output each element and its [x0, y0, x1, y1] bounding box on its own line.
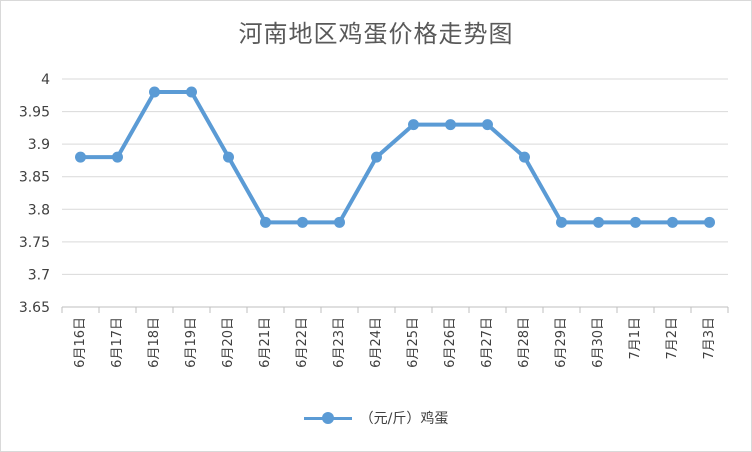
- x-tick-label: 7月2日: [665, 317, 680, 360]
- x-tick-label: 7月3日: [702, 317, 717, 360]
- x-tick-label: 6月17日: [110, 317, 125, 368]
- x-tick-label: 6月26日: [443, 317, 458, 368]
- y-tick-label: 3.75: [19, 235, 50, 251]
- y-tick-label: 3.8: [28, 202, 50, 218]
- data-point: [445, 119, 456, 131]
- x-tick-label: 6月28日: [517, 317, 532, 368]
- legend: （元/斤）鸡蛋: [0, 408, 752, 428]
- series-points: [75, 86, 715, 228]
- data-point: [334, 216, 345, 228]
- legend-label: （元/斤）鸡蛋: [359, 411, 449, 427]
- data-point: [371, 151, 382, 163]
- x-tick-label: 6月21日: [258, 317, 273, 368]
- data-point: [260, 216, 271, 228]
- data-point: [593, 216, 604, 228]
- series-line-path: [80, 90, 710, 225]
- data-point: [667, 216, 678, 228]
- x-tick-label: 6月22日: [295, 317, 310, 368]
- series-line: [80, 90, 710, 225]
- legend-marker: [303, 412, 352, 424]
- data-point: [482, 119, 493, 131]
- data-point: [556, 216, 567, 228]
- x-axis: [61, 306, 729, 313]
- x-tick-label: 6月20日: [221, 317, 236, 368]
- data-point: [75, 151, 86, 163]
- data-point: [519, 151, 530, 163]
- x-tick-label: 6月19日: [184, 317, 199, 368]
- data-point: [186, 86, 197, 98]
- y-tick-label: 3.7: [28, 267, 50, 283]
- y-tick-label: 3.85: [19, 170, 50, 186]
- y-tick-label: 3.65: [19, 300, 50, 316]
- x-tick-label: 6月27日: [480, 317, 495, 368]
- y-axis-ticks: 3.65 3.7 3.75 3.8 3.85 3.9 3.95 4: [19, 72, 50, 316]
- y-tick-label: 3.95: [19, 105, 50, 121]
- x-tick-label: 6月30日: [591, 317, 606, 368]
- data-point: [297, 216, 308, 228]
- gridlines: [62, 78, 728, 308]
- x-tick-label: 6月25日: [406, 317, 421, 368]
- data-point: [223, 151, 234, 163]
- x-tick-label: 7月1日: [628, 317, 643, 360]
- data-point: [630, 216, 641, 228]
- data-point: [112, 151, 123, 163]
- x-tick-label: 6月24日: [369, 317, 384, 368]
- y-tick-label: 3.9: [28, 137, 50, 153]
- x-tick-label: 6月16日: [73, 317, 88, 368]
- data-point: [408, 119, 419, 131]
- x-tick-label: 6月23日: [332, 317, 347, 368]
- x-tick-label: 6月29日: [554, 317, 569, 368]
- x-axis-ticks: 6月16日 6月17日 6月18日 6月19日 6月20日 6月21日 6月22日 6月23日…: [73, 317, 717, 368]
- y-tick-label: 4: [41, 72, 50, 88]
- data-point: [149, 86, 160, 98]
- chart-title: 河南地区鸡蛋价格走势图: [238, 20, 514, 48]
- x-tick-label: 6月18日: [147, 317, 162, 368]
- data-point: [704, 216, 715, 228]
